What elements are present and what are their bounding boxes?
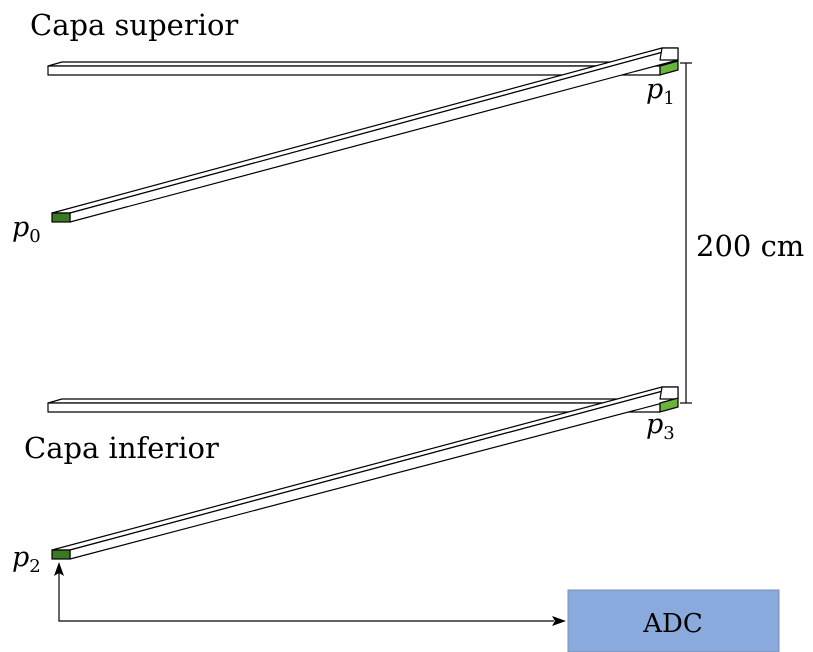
p3-label-sub: 3 xyxy=(663,423,674,444)
p2-label-base: p xyxy=(12,542,29,573)
p3-label: p3 xyxy=(646,409,675,444)
arrow-head-up xyxy=(54,562,64,576)
bottom-diagonal-bar xyxy=(51,386,679,560)
p3-label-base: p xyxy=(646,409,663,440)
distance-dimension xyxy=(680,62,692,404)
p0-label-base: p xyxy=(12,212,29,243)
adc-box xyxy=(567,589,780,652)
p1-label-sub: 1 xyxy=(663,88,674,109)
p0-photomultiplier xyxy=(51,212,71,223)
p0-label-sub: 0 xyxy=(29,226,40,247)
adc-label: ADC xyxy=(642,609,703,639)
top-layer xyxy=(47,47,679,223)
p2-label: p2 xyxy=(12,542,41,577)
p2-label-sub: 2 xyxy=(29,556,40,577)
top-layer-label: Capa superior xyxy=(30,8,238,42)
bottom-layer xyxy=(47,386,679,560)
distance-label: 200 cm xyxy=(696,229,804,263)
adc-block: ADC xyxy=(567,589,780,652)
p1-photomultiplier xyxy=(659,60,679,76)
p1-label: p1 xyxy=(646,74,675,109)
p3-photomultiplier xyxy=(659,397,679,413)
signal-arrow xyxy=(54,562,566,626)
arrow-head-right xyxy=(552,616,566,626)
top-diagonal-bar xyxy=(51,47,679,223)
p1-label-base: p xyxy=(646,74,663,105)
p2-photomultiplier xyxy=(51,549,71,560)
bottom-layer-label: Capa inferior xyxy=(24,431,219,465)
p0-label: p0 xyxy=(12,212,41,247)
